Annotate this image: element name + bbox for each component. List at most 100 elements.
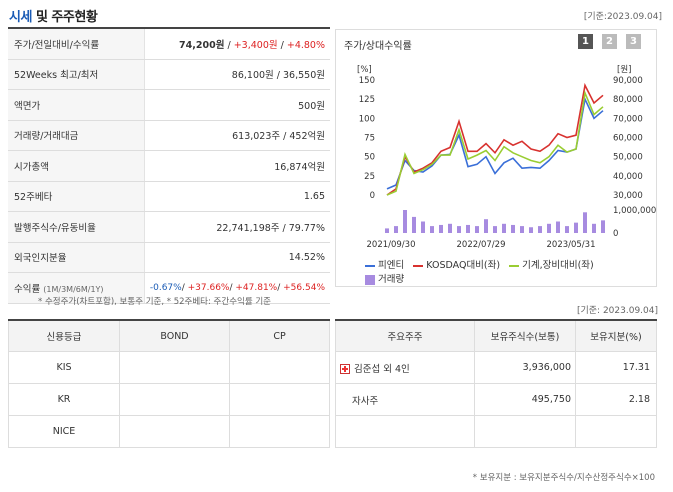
row-label: 발행주식수/유동비율 [8,211,145,243]
y-left-tick-label: 75 [364,134,375,144]
row-label: 수익률 (1M/3M/6M/1Y) [8,272,145,304]
footnote-right: * 보유지분 : 보유지분주식수/지수산정주식수×100 [472,473,655,483]
table-row: KR [8,383,330,416]
table-row: 자사주 495,750 2.18 [335,383,657,416]
row-label: 외국인지분율 [8,242,145,273]
change-value: +3,400원 [233,39,278,51]
left-axis-unit: [%] [357,65,372,75]
legend-item-stock: 피엔티 [365,260,404,271]
volume-bar [556,221,560,233]
table-row: 주가/전일대비/수익률 74,200원 / +3,400원 / +4.80% [8,29,330,60]
footnote-left: * 수정주가(차트포함), 보통주 기준, * 52주베타: 주간수익률 기준 [38,297,271,307]
row-label: 52Weeks 최고/최저 [8,59,145,90]
col-header: CP [229,319,330,352]
row-value: 86,100원 / 36,550원 [144,59,330,90]
return-1y: +56.54% [283,282,325,293]
section-title-rest: 및 주주현황 [31,10,98,25]
volume-bar [439,224,443,233]
holder-pct: 17.31 [575,351,657,384]
expand-plus-icon[interactable] [340,364,350,374]
empty-cell [474,415,576,448]
volume-bar [493,226,497,233]
y-left-tick-label: 25 [364,172,375,182]
series-line-1 [386,96,604,190]
section-title: 시세 및 주주현황 [9,6,98,25]
volume-bar [502,223,506,233]
legend-item-volume: 거래량 [365,271,404,285]
y-left-tick-label: 0 [370,191,375,201]
table-row [335,415,657,448]
holder-shares: 495,750 [474,383,576,416]
volume-bar [565,226,569,233]
volume-bar [583,212,587,233]
bond-rating [119,415,230,448]
volume-bar [394,226,398,233]
legend-item-kosdaq: KOSDAQ대비(좌) [413,260,500,271]
bond-rating [119,383,230,416]
volume-tick-label: 1,000,000 [613,206,656,216]
section-title-main: 시세 [9,10,32,25]
reference-date: [기준:2023.09.04] [583,12,662,22]
table-row: NICE [8,415,330,448]
chart-page-1-button[interactable]: 1 [578,34,593,49]
volume-bar [421,221,425,233]
table-row: 발행주식수/유동비율 22,741,198주 / 79.77% [8,211,330,243]
major-holders-table: 주요주주 보유주식수(보통) 보유지분(%) 김준섭 외 4인 3,936,00… [335,319,657,448]
chart-page-2-button[interactable]: 2 [602,34,617,49]
row-label: 주가/전일대비/수익률 [8,29,145,60]
col-header: BOND [119,319,230,352]
series-line-2 [386,82,604,196]
col-header: 보유지분(%) [575,319,657,352]
row-value: 613,023주 / 452억원 [144,120,330,151]
agency-name: KR [8,383,120,416]
y-right-tick-label: 40,000 [613,172,643,182]
volume-bar [430,226,434,233]
volume-bar [529,227,533,233]
chart-legend: 피엔티 KOSDAQ대비(좌) 기계,장비대비(좌) [365,257,594,271]
holder-name: 자사주 [335,383,475,416]
y-right-tick-label: 50,000 [613,153,643,163]
holder-name[interactable]: 김준섭 외 4인 [354,363,410,375]
return-label: 수익률 [14,283,41,295]
volume-bar [520,226,524,233]
y-left-tick-label: 50 [364,153,375,163]
table-row: 거래량/거래대금 613,023주 / 452억원 [8,120,330,151]
chart-panel [335,29,657,287]
y-right-tick-label: 80,000 [613,95,643,105]
cp-rating [229,383,330,416]
header-divider [8,27,330,29]
table-row: 52Weeks 최고/최저 86,100원 / 36,550원 [8,59,330,90]
holder-name-cell: 김준섭 외 4인 [335,351,475,384]
volume-bar [511,224,515,233]
table-header-row: 주요주주 보유주식수(보통) 보유지분(%) [335,319,657,352]
row-value: 14.52% [144,242,330,273]
table-row: 수익률 (1M/3M/6M/1Y) -0.67%/ +37.66%/ +47.8… [8,272,330,304]
volume-bar [538,226,542,233]
legend-label: 기계,장비대비(좌) [522,260,594,271]
volume-bar [385,228,389,233]
chart-title: 주가/상대수익률 [344,41,412,52]
row-label: 52주베타 [8,181,145,212]
price-chart: [%] [원] 150 125 100 75 50 25 0 90,000 80,000 70,000… [357,65,656,250]
credit-rating-table: 신용등급 BOND CP KIS KR NICE [8,319,330,448]
holders-reference-date: [기준: 2023.09.04] [576,306,658,316]
row-label: 거래량/거래대금 [8,120,145,151]
y-left-tick-label: 100 [359,114,375,124]
chart-page-3-button[interactable]: 3 [626,34,641,49]
volume-bar [412,216,416,233]
row-value: 1.65 [144,181,330,212]
return-6m: +47.81% [235,282,278,293]
market-info-table: 주가/전일대비/수익률 74,200원 / +3,400원 / +4.80% 5… [8,29,330,304]
row-label: 액면가 [8,89,145,121]
legend-label: 거래량 [378,274,405,285]
cp-rating [229,415,330,448]
holder-pct: 2.18 [575,383,657,416]
agency-name: NICE [8,415,120,448]
volume-bar [475,226,479,233]
volume-bar [466,224,470,233]
table-row: 외국인지분율 14.52% [8,242,330,273]
table-row: 액면가 500원 [8,89,330,121]
table-header-row: 신용등급 BOND CP [8,319,330,352]
table-row: 52주베타 1.65 [8,181,330,212]
price-value: 74,200원 [179,39,225,51]
